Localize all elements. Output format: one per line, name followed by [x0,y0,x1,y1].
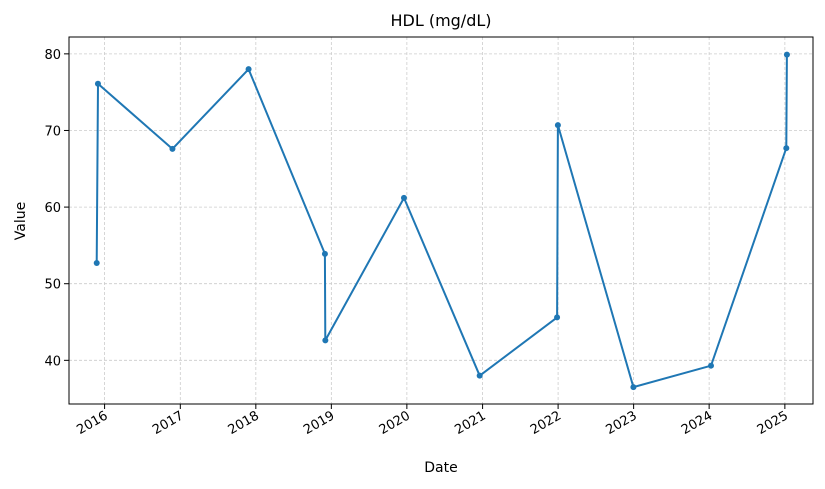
y-tick-label: 60 [44,201,61,216]
data-point [783,145,790,152]
x-tick-label: 2024 [679,408,715,438]
x-tick-label: 2021 [452,408,488,438]
chart-title: HDL (mg/dL) [390,11,491,30]
data-point [783,51,790,58]
y-axis: 40 50 60 70 80 [44,48,69,369]
x-tick-label: 2025 [755,408,791,438]
series-line [95,54,788,389]
x-tick-label: 2019 [301,408,337,438]
data-point [630,384,637,391]
data-point [169,145,176,152]
data-point [93,260,100,267]
data-point [708,362,714,369]
x-axis-label: Date [424,460,457,476]
x-tick-label: 2017 [150,408,186,438]
data-point [400,194,407,201]
data-point [94,80,101,87]
x-tick-label: 2016 [74,408,110,438]
y-tick-label: 40 [44,354,61,369]
data-point [322,337,329,344]
x-tick-label: 2020 [377,408,413,438]
y-tick-label: 50 [44,278,61,293]
x-tick-label: 2022 [528,408,564,438]
data-point [554,314,561,321]
x-axis: 2016 2017 2018 2019 2020 2021 2022 2023 2024 2025 [74,404,791,438]
x-tick-label: 2018 [226,408,262,438]
y-axis-label: Value [13,202,29,240]
grid [69,37,813,404]
y-tick-label: 80 [44,48,61,63]
data-point [554,122,561,129]
plot-frame [68,36,814,405]
data-point [245,66,252,73]
y-tick-label: 70 [44,124,61,139]
x-tick-label: 2023 [603,408,639,438]
series-layer [93,51,790,391]
data-point [476,372,483,379]
data-point [321,250,328,257]
